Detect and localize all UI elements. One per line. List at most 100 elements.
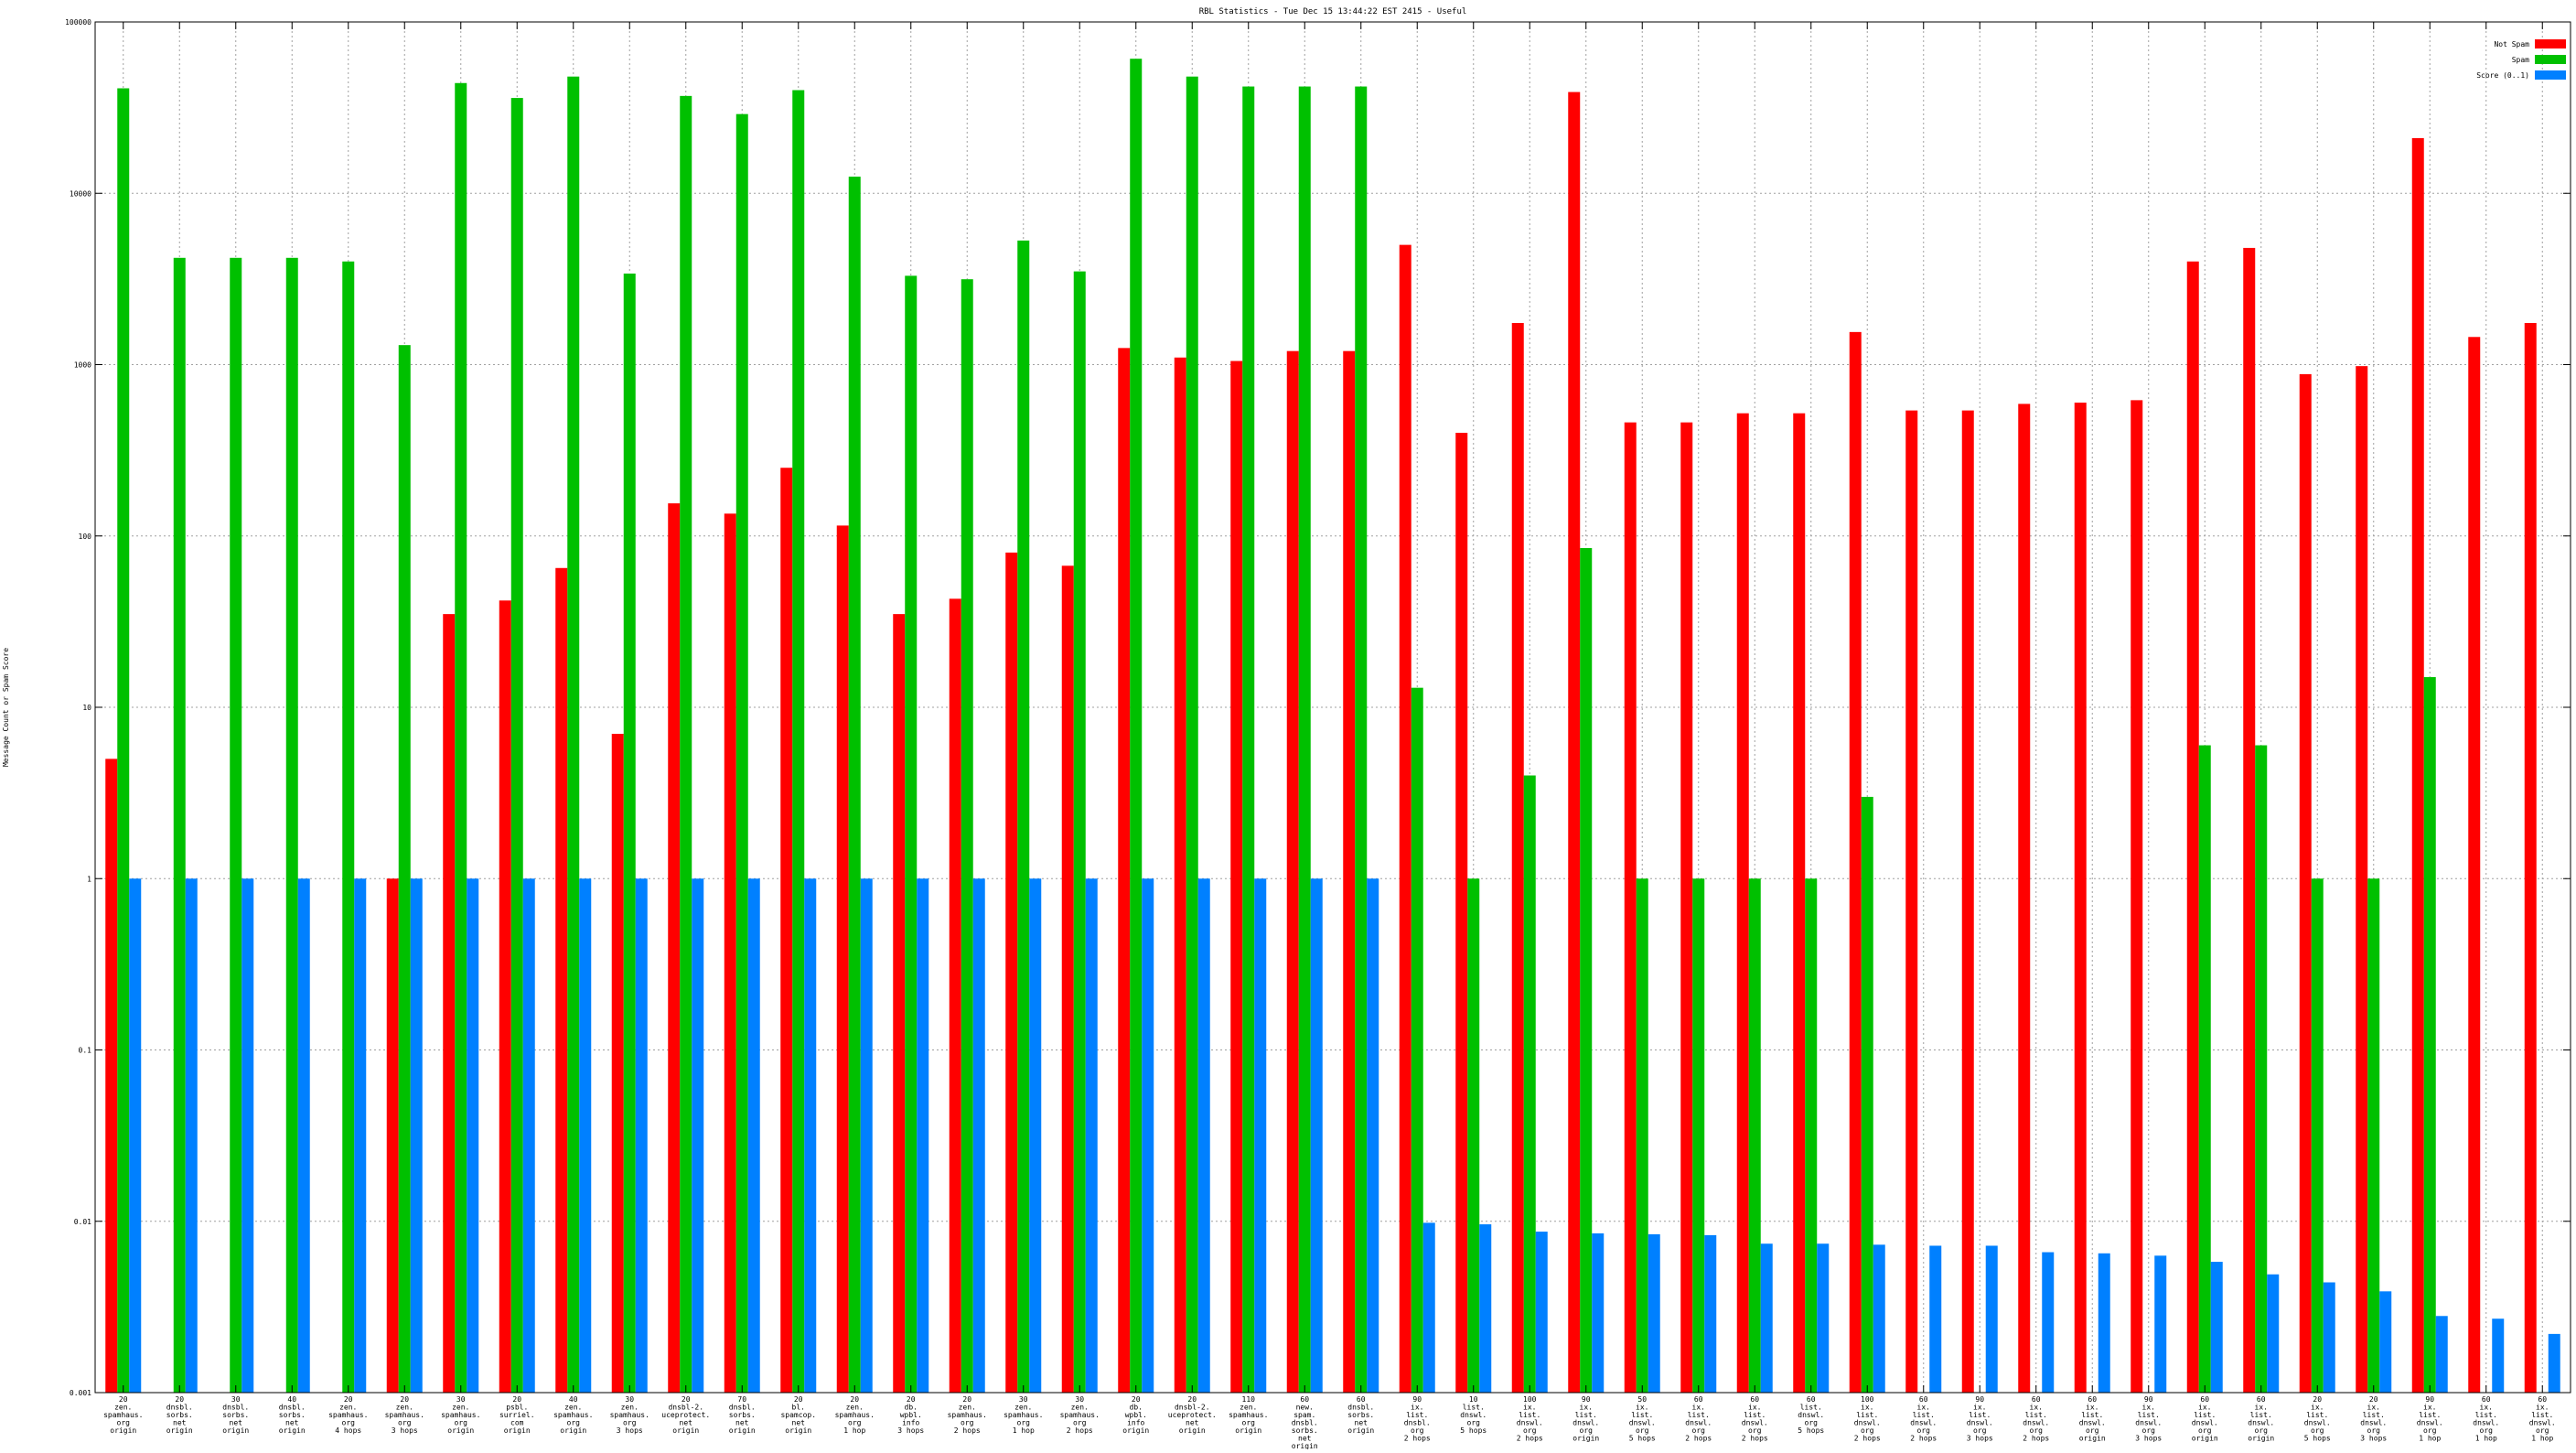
y-tick-label: 100 — [79, 533, 92, 541]
x-category-label: sorbs. — [279, 1411, 306, 1419]
x-category-label: 60 — [2032, 1395, 2041, 1404]
bar-spam — [567, 76, 580, 1393]
x-category-label: zen. — [339, 1404, 357, 1412]
bar-not-spam — [443, 614, 456, 1393]
x-category-label: dnswl. — [1742, 1419, 1768, 1427]
x-category-label: dnswl. — [1517, 1419, 1543, 1427]
legend: Not Spam Spam Score (0..1) — [2476, 39, 2566, 80]
x-category-label: 40 — [287, 1395, 296, 1404]
x-category-label: 20 — [119, 1395, 128, 1404]
x-category-label: 60 — [1694, 1395, 1703, 1404]
x-category-label: net — [735, 1419, 749, 1427]
x-category-label: net — [1298, 1435, 1312, 1443]
x-category-label: wpbl. — [1125, 1411, 1147, 1419]
x-category-label: ix. — [2086, 1404, 2098, 1412]
x-category-label: list. — [1800, 1404, 1822, 1412]
bar-spam — [1411, 687, 1423, 1393]
bar-spam — [1073, 271, 1086, 1393]
x-category-label: origin — [1292, 1442, 1318, 1449]
bar-score — [1479, 1224, 1492, 1393]
x-category-label: 60 — [2257, 1395, 2266, 1404]
bar-score — [747, 878, 760, 1393]
y-tick-label: 100000 — [65, 18, 91, 27]
x-category-label: info — [902, 1419, 919, 1427]
bar-score — [467, 878, 479, 1393]
bar-score — [804, 878, 817, 1393]
x-category-label: 4 hops — [335, 1426, 361, 1435]
x-category-label: origin — [560, 1426, 586, 1435]
x-category-label: org — [398, 1419, 412, 1427]
x-category-label: origin — [1235, 1426, 1261, 1435]
x-category-label: origin — [785, 1426, 811, 1435]
x-category-label: 90 — [1412, 1395, 1422, 1404]
y-tick-label: 0.1 — [79, 1047, 92, 1055]
x-category-label: origin — [1179, 1426, 1206, 1435]
bar-not-spam — [836, 525, 849, 1393]
bar-not-spam — [1849, 331, 1862, 1394]
bar-spam — [1580, 547, 1593, 1393]
bar-spam — [117, 88, 130, 1393]
x-category-label: 60 — [2088, 1395, 2097, 1404]
bar-not-spam — [105, 759, 118, 1393]
x-category-label: net — [285, 1419, 299, 1427]
x-category-label: new. — [1296, 1404, 1314, 1412]
x-category-label: db. — [1130, 1404, 1143, 1412]
x-category-label: org — [1636, 1426, 1649, 1435]
bar-spam — [398, 345, 411, 1394]
bar-not-spam — [1905, 410, 1918, 1394]
bar-not-spam — [1624, 422, 1637, 1394]
bar-not-spam — [780, 468, 793, 1394]
x-category-label: dnswl. — [2360, 1419, 2387, 1427]
x-category-label: list. — [2306, 1411, 2328, 1419]
x-category-label: origin — [447, 1426, 474, 1435]
x-category-label: org — [2423, 1426, 2437, 1435]
x-category-label: dnswl. — [2135, 1419, 2162, 1427]
x-category-label: sorbs. — [222, 1411, 249, 1419]
x-category-label: 2 hops — [1067, 1426, 1093, 1435]
x-category-label: com — [510, 1419, 524, 1427]
x-category-label: 20 — [2313, 1395, 2322, 1404]
x-category-label: list. — [2363, 1411, 2385, 1419]
bar-not-spam — [1455, 433, 1468, 1393]
x-category-label: dnswl. — [2473, 1419, 2499, 1427]
bar-not-spam — [1680, 422, 1693, 1394]
bar-not-spam — [499, 600, 511, 1393]
y-tick-label: 10 — [82, 704, 91, 712]
bar-score — [410, 878, 423, 1393]
x-category-label: dnswl. — [1854, 1419, 1881, 1427]
bar-score — [2435, 1316, 2448, 1393]
x-category-label: dnswl. — [2304, 1419, 2331, 1427]
bar-not-spam — [2243, 247, 2256, 1393]
bar-score — [1985, 1245, 1998, 1393]
x-category-label: net — [1355, 1419, 1368, 1427]
x-category-label: org — [848, 1419, 862, 1427]
bar-score — [242, 878, 254, 1393]
x-category-label: 60 — [2200, 1395, 2209, 1404]
x-category-label: origin — [166, 1426, 193, 1435]
x-category-label: list. — [1688, 1411, 1710, 1419]
x-category-label: spamhaus. — [948, 1411, 987, 1419]
bar-not-spam — [2411, 137, 2424, 1394]
x-category-label: 60 — [1919, 1395, 1928, 1404]
x-category-label: org — [455, 1419, 468, 1427]
x-category-label: dnswl. — [2417, 1419, 2443, 1427]
bar-not-spam — [2299, 373, 2312, 1393]
bar-score — [917, 878, 929, 1393]
bar-spam — [1523, 775, 1536, 1393]
bar-spam — [1186, 76, 1198, 1393]
bar-score — [1142, 878, 1154, 1393]
x-category-label: sorbs. — [729, 1411, 756, 1419]
x-category-label: ix. — [2142, 1404, 2155, 1412]
x-category-label: list. — [1969, 1411, 1991, 1419]
x-category-label: db. — [905, 1404, 918, 1412]
x-category-label: origin — [1122, 1426, 1149, 1435]
x-category-label: sorbs. — [166, 1411, 193, 1419]
x-category-label: origin — [504, 1426, 531, 1435]
bar-score — [2379, 1291, 2392, 1393]
bar-spam — [680, 95, 692, 1393]
x-category-label: 90 — [2425, 1395, 2434, 1404]
x-category-label: 60 — [1750, 1395, 1759, 1404]
x-category-label: 2 hops — [1685, 1435, 1712, 1443]
x-category-label: 3 hops — [392, 1426, 418, 1435]
tick-layer: 0.0010.010.111010010001000010000020zen.s… — [65, 18, 2571, 1450]
